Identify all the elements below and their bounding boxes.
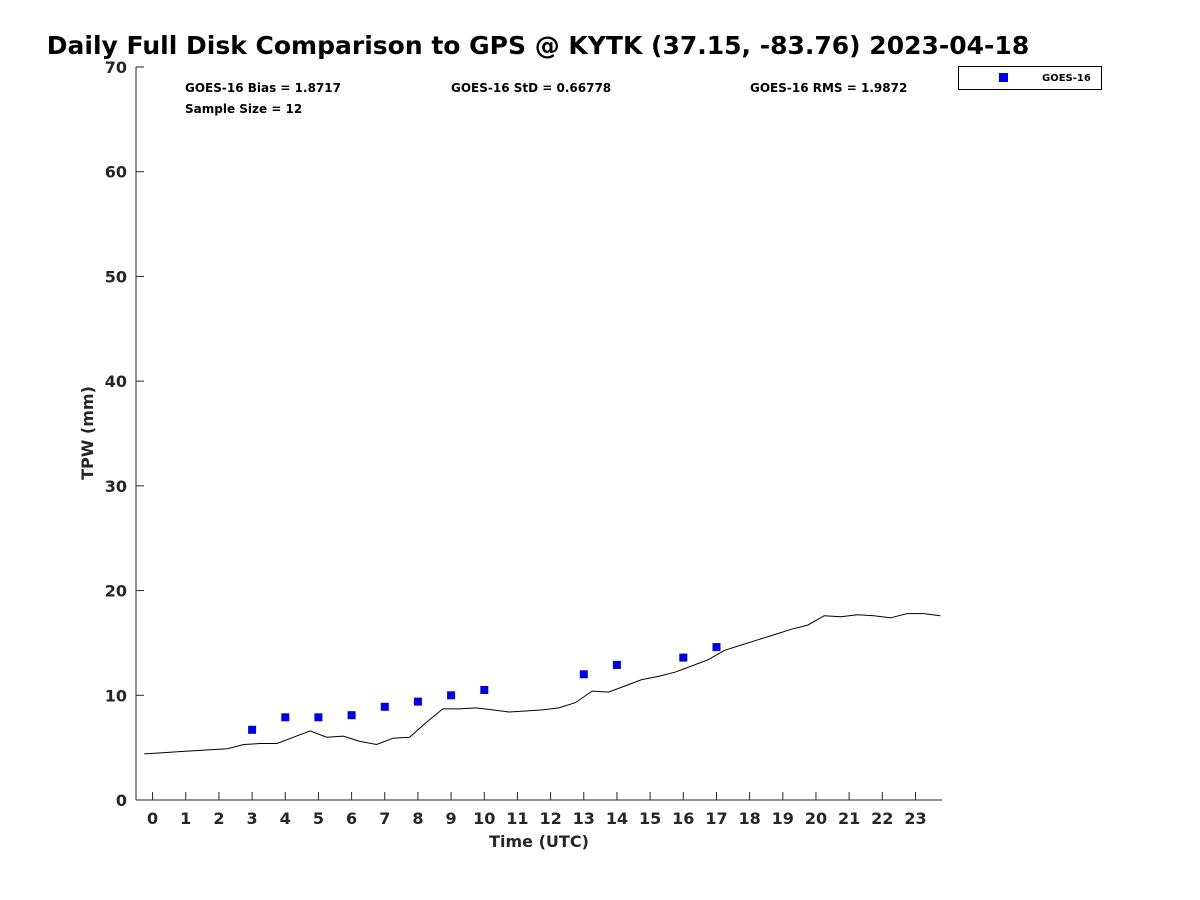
goes-16-point xyxy=(612,660,621,669)
y-tick-label: 50 xyxy=(105,267,127,286)
x-tick-label: 0 xyxy=(147,809,158,828)
x-tick-label: 17 xyxy=(705,809,727,828)
x-tick-label: 15 xyxy=(639,809,661,828)
x-tick-label: 19 xyxy=(772,809,794,828)
x-tick-label: 12 xyxy=(539,809,561,828)
x-tick-label: 3 xyxy=(247,809,258,828)
goes-16-point xyxy=(380,702,389,711)
x-tick-label: 7 xyxy=(379,809,390,828)
stat-sample-size: Sample Size = 12 xyxy=(185,102,302,116)
goes-16-point xyxy=(447,691,456,700)
y-tick-label: 70 xyxy=(105,58,127,77)
stat-rms: GOES-16 RMS = 1.9872 xyxy=(750,81,907,95)
x-tick-label: 14 xyxy=(606,809,628,828)
x-tick-label: 5 xyxy=(313,809,324,828)
chart-title: Daily Full Disk Comparison to GPS @ KYTK… xyxy=(47,31,1029,60)
goes-points-group xyxy=(248,643,721,734)
x-tick-label: 11 xyxy=(506,809,528,828)
y-axis-label: TPW (mm) xyxy=(78,386,97,480)
gps-tpw-line xyxy=(144,613,941,755)
y-tick-label: 20 xyxy=(105,582,127,601)
legend-marker-goes-16 xyxy=(999,73,1008,82)
goes-16-point xyxy=(413,697,422,706)
legend-box xyxy=(958,66,1102,90)
goes-16-point xyxy=(712,643,721,652)
x-tick-label: 16 xyxy=(672,809,694,828)
legend-label-goes-16: GOES-16 xyxy=(1042,73,1091,84)
goes-16-point xyxy=(679,653,688,662)
goes-16-point xyxy=(314,713,323,722)
y-tick-label: 0 xyxy=(116,791,127,810)
x-tick-label: 13 xyxy=(573,809,595,828)
x-tick-label: 21 xyxy=(838,809,860,828)
y-tick-label: 10 xyxy=(105,686,127,705)
goes-16-point xyxy=(248,725,257,734)
plot-area xyxy=(136,67,942,800)
x-tick-label: 18 xyxy=(738,809,760,828)
goes-16-point xyxy=(347,711,356,720)
x-tick-label: 10 xyxy=(473,809,495,828)
x-tick-label: 4 xyxy=(280,809,291,828)
stat-bias: GOES-16 Bias = 1.8717 xyxy=(185,81,341,95)
y-tick-label: 30 xyxy=(105,477,127,496)
x-axis-label: Time (UTC) xyxy=(489,832,589,851)
y-axis-ticks: 0 10 20 30 40 50 60 70 xyxy=(105,58,144,810)
x-tick-label: 6 xyxy=(346,809,357,828)
x-tick-label: 23 xyxy=(904,809,926,828)
y-tick-label: 60 xyxy=(105,163,127,182)
y-tick-label: 40 xyxy=(105,372,127,391)
legend: GOES-16 xyxy=(958,66,1102,90)
x-tick-label: 22 xyxy=(871,809,893,828)
goes-16-point xyxy=(480,686,489,694)
goes-16-point xyxy=(579,670,588,679)
gps-line-group xyxy=(144,613,941,755)
x-tick-label: 8 xyxy=(412,809,423,828)
x-tick-label: 9 xyxy=(446,809,457,828)
x-tick-label: 20 xyxy=(805,809,827,828)
x-tick-label: 2 xyxy=(213,809,224,828)
stat-std: GOES-16 StD = 0.66778 xyxy=(451,81,611,95)
goes-16-point xyxy=(281,713,290,722)
x-axis-ticks: 0 1 2 3 4 5 6 7 8 9 10 11 12 13 14 15 16 17 18 19 20 21 22 23 xyxy=(147,792,927,828)
x-tick-label: 1 xyxy=(180,809,191,828)
